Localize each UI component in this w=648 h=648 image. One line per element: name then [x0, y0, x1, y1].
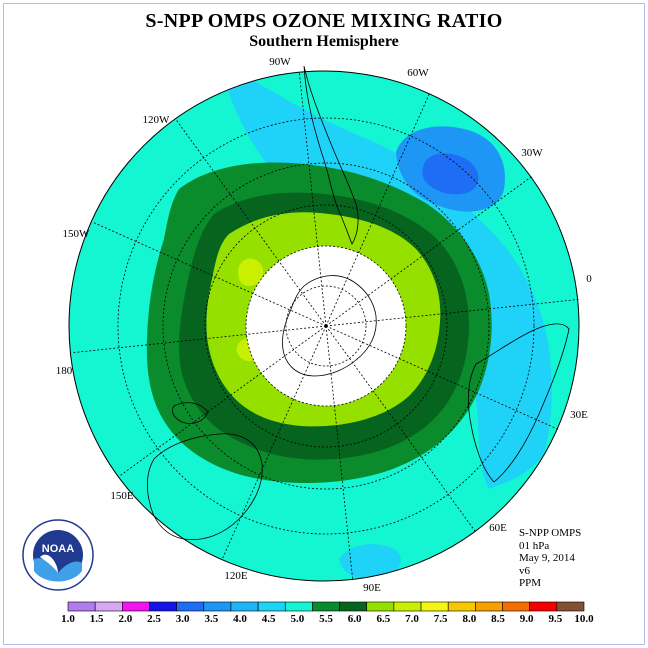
meridian-line	[325, 298, 580, 327]
info-instrument: S-NPP OMPS	[519, 527, 582, 539]
noaa-logo: NOAA	[22, 519, 94, 591]
ozone-band-4.0-4.5-patch	[339, 544, 401, 580]
lon-label-150w: 150W	[63, 228, 91, 240]
map-subtitle: Southern Hemisphere	[249, 33, 399, 50]
colorbar-swatch	[475, 601, 503, 612]
meridian-line	[221, 325, 327, 560]
colorbar-tick-label: 10.0	[574, 613, 594, 625]
noaa-logo-text: NOAA	[42, 543, 74, 555]
meridian-line	[325, 325, 477, 533]
colorbar-tick-label: 7.0	[405, 613, 419, 625]
colorbar-tick-label: 8.0	[462, 613, 476, 625]
colorbar-tick-label: 9.5	[548, 613, 562, 625]
colorbar-tick-label: 7.5	[434, 613, 448, 625]
info-panel: S-NPP OMPS 01 hPa May 9, 2014 v6 PPM	[519, 527, 581, 590]
lon-label-30e: 30E	[570, 409, 588, 421]
meridian-line	[325, 325, 560, 431]
colorbar-swatch	[312, 601, 340, 612]
colorbar-swatch	[447, 601, 476, 612]
colorbar-tick-label: 1.0	[61, 613, 75, 625]
meridian-line	[119, 325, 327, 477]
colorbar-swatch	[556, 601, 585, 612]
meridian-line	[325, 92, 431, 327]
meridian-line	[298, 72, 327, 327]
graticule	[72, 72, 580, 580]
colorbar-tick-label: 3.5	[204, 613, 218, 625]
colorbar-tick-label: 2.5	[147, 613, 161, 625]
figure-frame: S-NPP OMPS OZONE MIXING RATIO Southern H…	[3, 3, 645, 645]
lon-label-120w: 120W	[143, 114, 171, 126]
lon-label-30w: 30W	[521, 147, 543, 159]
colorbar-tick-label: 4.0	[233, 613, 247, 625]
colorbar-tick-label: 5.0	[290, 613, 304, 625]
colorbar-swatch	[284, 601, 313, 612]
polar-map: 90W 60W 30W 0 30E 60E 90E 120E 150E 180 …	[56, 56, 593, 594]
colorbar-swatch	[366, 601, 395, 612]
meridian-line	[92, 221, 327, 327]
lon-label-0: 0	[586, 273, 592, 285]
lon-label-60w: 60W	[407, 67, 429, 79]
meridian-line	[325, 325, 354, 580]
colorbar-tick-label: 6.5	[376, 613, 390, 625]
lon-label-150e: 150E	[110, 490, 134, 502]
colorbar-swatch	[339, 601, 368, 612]
colorbar-tick-label: 4.5	[262, 613, 276, 625]
lon-label-120e: 120E	[224, 570, 248, 582]
colorbar-swatch	[529, 601, 558, 612]
coastlines	[146, 65, 570, 541]
colorbar-swatch	[393, 601, 422, 612]
colorbar-swatch	[176, 601, 205, 612]
colorbar-tick-label: 5.5	[319, 613, 333, 625]
colorbar-swatch	[122, 601, 150, 612]
info-date: May 9, 2014	[519, 552, 575, 565]
colorbar-swatch	[420, 601, 449, 612]
colorbar-swatch	[502, 601, 530, 612]
colorbar-tick-label: 8.5	[491, 613, 505, 625]
info-level: 01 hPa	[519, 539, 550, 552]
meridian-line	[175, 119, 327, 327]
meridian-line	[72, 325, 327, 354]
colorbar-swatch	[67, 601, 96, 612]
colorbar-swatch	[257, 601, 286, 612]
lon-label-90w: 90W	[269, 56, 291, 68]
colorbar-swatch	[230, 601, 259, 612]
info-version: v6	[519, 564, 530, 577]
lon-label-180: 180	[56, 365, 73, 377]
meridian-line	[325, 175, 533, 327]
colorbar-swatch	[149, 601, 177, 612]
colorbar-swatch	[94, 601, 123, 612]
map-boundary	[68, 70, 580, 582]
lon-label-60e: 60E	[489, 522, 507, 534]
colorbar-tick-label: 1.5	[90, 613, 104, 625]
ozone-band-6.5-7.0-a	[238, 258, 264, 286]
colorbar: 1.0 1.5 2.0 2.5 3.0 3.5 4.0 4.5 5.0 5.5 6.0 6.5 7.0 7…	[61, 601, 594, 625]
colorbar-tick-label: 3.0	[176, 613, 190, 625]
info-units: PPM	[519, 577, 542, 590]
colorbar-tick-label: 6.0	[348, 613, 362, 625]
lon-label-90e: 90E	[363, 582, 381, 594]
colorbar-swatch	[203, 601, 232, 612]
colorbar-tick-label: 9.0	[520, 613, 534, 625]
map-title: S-NPP OMPS OZONE MIXING RATIO	[145, 10, 503, 32]
colorbar-tick-label: 2.0	[118, 613, 132, 625]
ozone-band-3.0-3.5	[422, 153, 479, 195]
